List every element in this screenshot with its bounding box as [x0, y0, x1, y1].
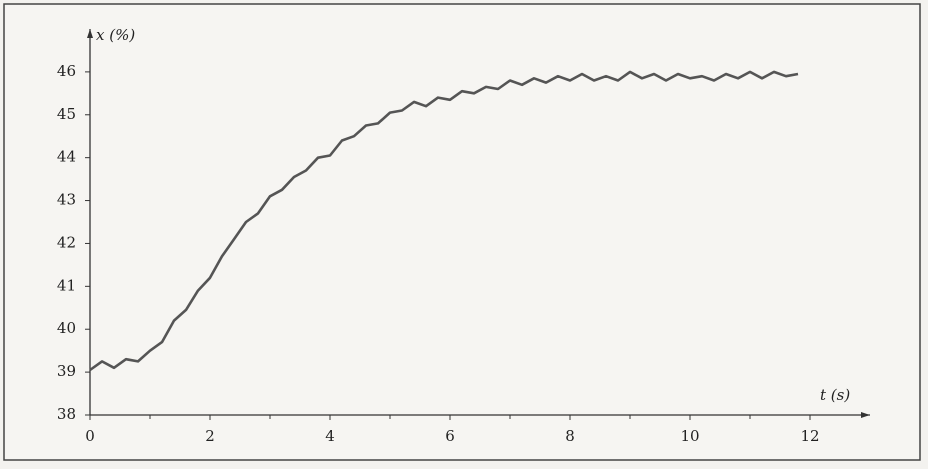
frame	[3, 3, 921, 461]
y-tick-label: 38	[57, 405, 76, 423]
x-tick-label: 0	[85, 427, 95, 445]
y-tick-label: 42	[57, 233, 76, 251]
x-tick-label: 2	[205, 427, 215, 445]
y-tick-label: 45	[57, 105, 76, 123]
y-axis-label: x (%)	[96, 26, 135, 44]
x-tick-label: 12	[800, 427, 819, 445]
x-tick-label: 4	[325, 427, 335, 445]
x-axis-label: t (s)	[820, 386, 850, 404]
y-arrow	[87, 29, 93, 38]
y-tick-label: 39	[57, 362, 76, 380]
y-tick-label: 46	[57, 62, 76, 80]
y-tick-label: 43	[57, 191, 76, 209]
y-tick-label: 41	[57, 276, 76, 294]
x-tick-label: 10	[680, 427, 699, 445]
x-tick-label: 6	[445, 427, 455, 445]
x-arrow	[861, 412, 870, 418]
x-tick-label: 8	[565, 427, 575, 445]
data-line	[89, 70, 799, 372]
y-tick-label: 40	[57, 319, 76, 337]
y-tick-label: 44	[57, 148, 76, 166]
